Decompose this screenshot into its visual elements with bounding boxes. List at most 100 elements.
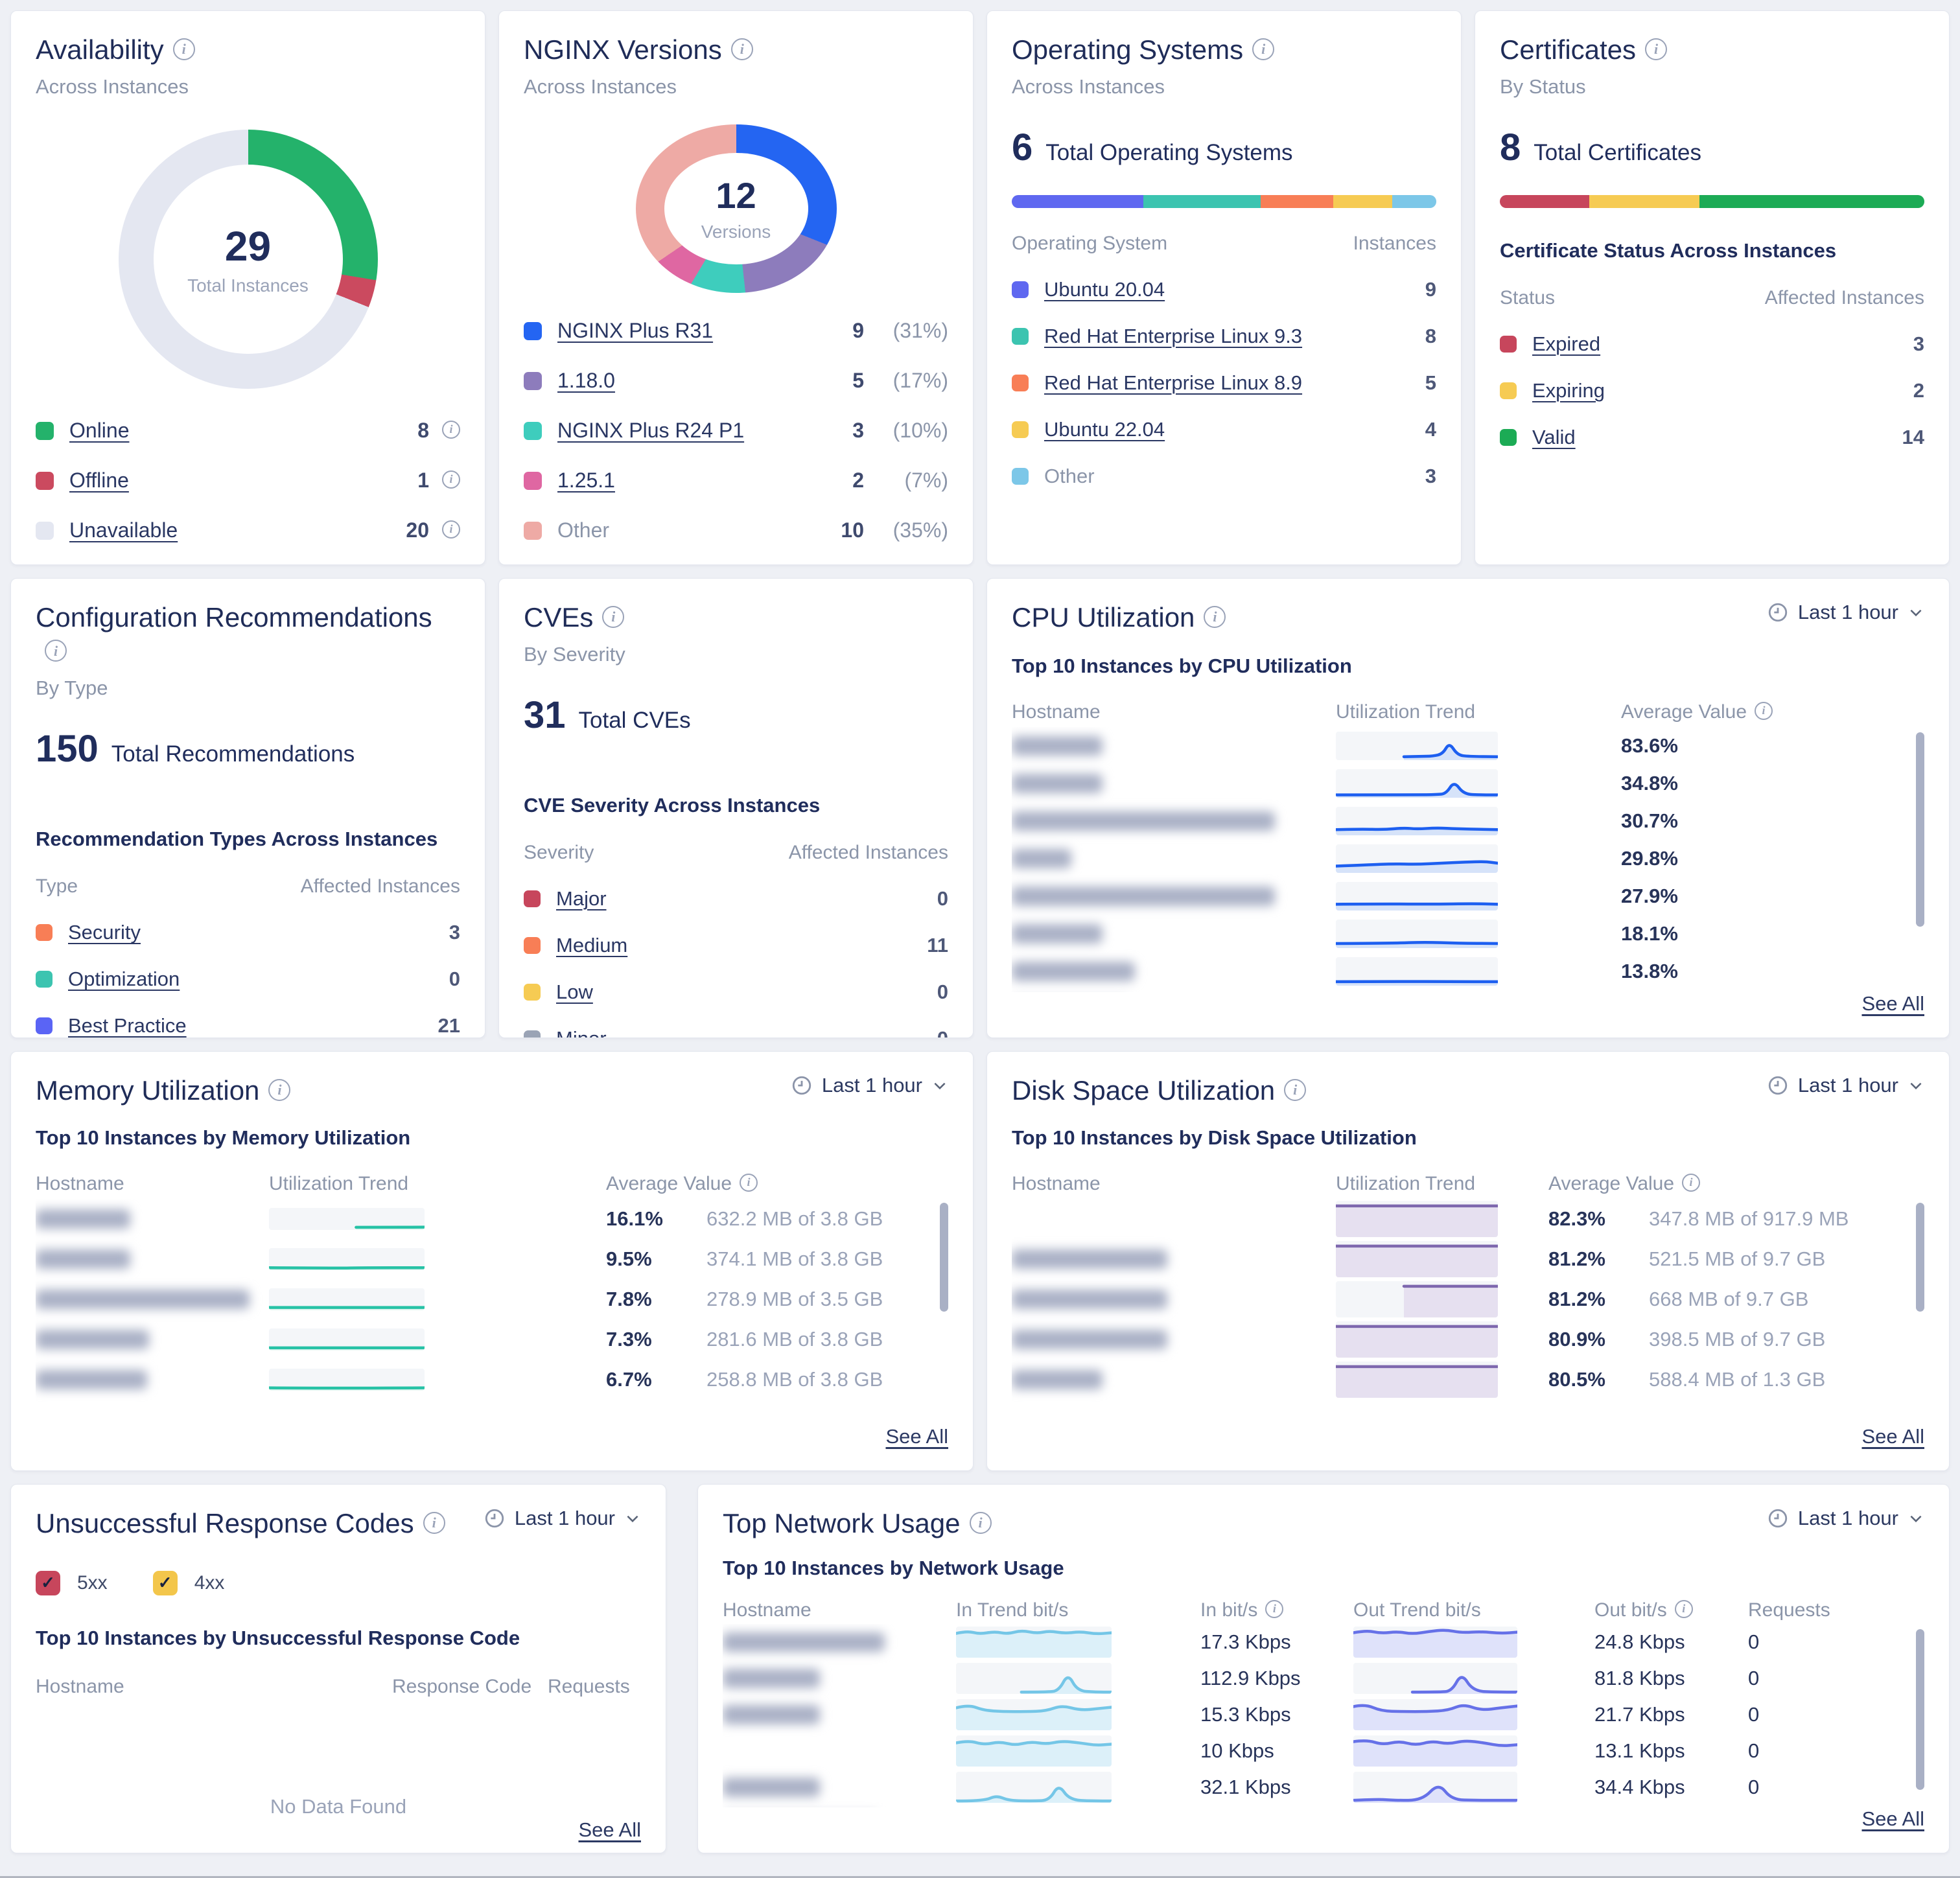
see-all-link[interactable]: See All	[1861, 1425, 1924, 1448]
time-range-dropdown[interactable]: Last 1 hour	[791, 1074, 948, 1097]
row-label[interactable]: Expired	[1532, 332, 1601, 355]
table-row: Expired 3	[1500, 332, 1924, 356]
hostname-link-blurred[interactable]	[723, 1632, 885, 1652]
out-trend-cell	[1353, 1698, 1594, 1730]
table-row: Medium 11	[524, 934, 948, 957]
legend-label[interactable]: Unavailable	[69, 518, 178, 542]
bar-segment	[1260, 194, 1334, 208]
table-row: 80.9% 398.5 MB of 9.7 GB	[1012, 1319, 1924, 1360]
scrollbar[interactable]	[1916, 1629, 1924, 1790]
hostname-link-blurred[interactable]	[723, 1668, 820, 1688]
hostname-link-blurred[interactable]	[1012, 886, 1275, 906]
info-icon[interactable]: i	[740, 1173, 758, 1192]
info-icon[interactable]: i	[602, 605, 625, 628]
info-icon[interactable]: i	[1204, 605, 1226, 628]
legend-label[interactable]: 1.25.1	[557, 469, 615, 492]
info-icon[interactable]: i	[172, 38, 195, 60]
row-label[interactable]: Valid	[1532, 425, 1576, 448]
row-label[interactable]: Major	[556, 887, 607, 910]
info-icon[interactable]: i	[45, 640, 67, 662]
see-all-link[interactable]: See All	[578, 1818, 641, 1841]
hostname-cell	[1012, 1369, 1336, 1389]
filter-checkbox-5xx[interactable]: ✓	[36, 1570, 60, 1595]
time-range-dropdown[interactable]: Last 1 hour	[484, 1507, 641, 1530]
hostname-link-blurred[interactable]	[36, 1369, 147, 1389]
info-icon[interactable]: i	[442, 520, 460, 539]
info-icon[interactable]: i	[442, 420, 460, 439]
hostname-link-blurred[interactable]	[36, 1209, 130, 1229]
scrollbar[interactable]	[940, 1202, 948, 1312]
average-value: 27.9%	[1621, 884, 1678, 907]
hostname-link-blurred[interactable]	[1012, 811, 1275, 831]
row-label[interactable]: Medium	[556, 933, 628, 956]
requests-value: 0	[1748, 1739, 1760, 1762]
utilization-trend-sparkline	[269, 1328, 425, 1351]
hostname-link-blurred[interactable]	[1012, 961, 1135, 981]
legend-label[interactable]: 1.18.0	[557, 369, 615, 392]
row-label[interactable]: Security	[68, 921, 141, 944]
hostname-link-blurred[interactable]	[36, 1249, 130, 1269]
row-label[interactable]: Ubuntu 20.04	[1044, 277, 1165, 301]
hostname-link-blurred[interactable]	[36, 1289, 250, 1309]
time-range-dropdown[interactable]: Last 1 hour	[1767, 601, 1924, 624]
info-icon[interactable]: i	[442, 470, 460, 489]
row-label[interactable]: Expiring	[1532, 378, 1605, 402]
hostname-link-blurred[interactable]	[723, 1777, 820, 1797]
trend-cell	[1336, 844, 1498, 873]
legend-label[interactable]: NGINX Plus R24 P1	[557, 419, 745, 442]
info-icon[interactable]: i	[268, 1078, 291, 1101]
legend-value: 10	[841, 518, 864, 542]
info-icon[interactable]: i	[1682, 1173, 1701, 1192]
row-value: 3	[1425, 464, 1436, 487]
time-range-dropdown[interactable]: Last 1 hour	[1767, 1507, 1924, 1530]
hostname-link-blurred[interactable]	[1012, 1369, 1102, 1389]
info-icon[interactable]: i	[969, 1511, 992, 1534]
table-row: 112.9 Kbps 81.8 Kbps 0	[723, 1660, 1924, 1697]
hostname-link-blurred[interactable]	[1012, 848, 1071, 868]
info-icon[interactable]: i	[1674, 1599, 1693, 1618]
see-all-link[interactable]: See All	[1861, 1807, 1924, 1830]
row-label[interactable]: Best Practice	[68, 1014, 187, 1037]
row-swatch	[1500, 382, 1517, 399]
row-swatch	[1012, 281, 1029, 298]
hostname-link-blurred[interactable]	[1012, 1249, 1167, 1269]
time-range-dropdown[interactable]: Last 1 hour	[1767, 1074, 1924, 1097]
hostname-link-blurred[interactable]	[723, 1704, 820, 1724]
filter-checkbox-4xx[interactable]: ✓	[152, 1570, 178, 1595]
hostname-link-blurred[interactable]	[1012, 773, 1102, 793]
hostname-link-blurred[interactable]	[1012, 923, 1102, 944]
scrollbar[interactable]	[1916, 732, 1924, 927]
hostname-link-blurred[interactable]	[1012, 736, 1102, 756]
legend-label[interactable]: Offline	[69, 469, 129, 492]
legend-label[interactable]: NGINX Plus R31	[557, 319, 714, 342]
info-icon[interactable]: i	[1265, 1599, 1284, 1618]
row-label[interactable]: Low	[556, 980, 593, 1003]
in-bits-value: 112.9 Kbps	[1200, 1666, 1301, 1689]
clock-icon	[1768, 1076, 1788, 1095]
trend-cell	[1336, 881, 1498, 910]
hostname-link-blurred[interactable]	[1012, 1329, 1167, 1349]
row-swatch	[1012, 421, 1029, 438]
row-label[interactable]: Red Hat Enterprise Linux 9.3	[1044, 324, 1303, 347]
see-all-link[interactable]: See All	[885, 1425, 948, 1448]
info-icon[interactable]: i	[1284, 1078, 1307, 1101]
trend-cell	[269, 1247, 425, 1270]
hostname-link-blurred[interactable]	[1012, 1289, 1167, 1309]
row-label[interactable]: Ubuntu 22.04	[1044, 417, 1165, 441]
out-bits-value: 13.1 Kbps	[1594, 1739, 1685, 1762]
see-all-link[interactable]: See All	[1861, 992, 1924, 1015]
hostname-link-blurred[interactable]	[36, 1329, 149, 1349]
legend-label[interactable]: Online	[69, 419, 130, 442]
info-icon[interactable]: i	[1645, 38, 1668, 60]
info-icon[interactable]: i	[423, 1511, 445, 1534]
info-icon[interactable]: i	[1252, 38, 1275, 60]
scrollbar[interactable]	[1916, 1202, 1924, 1312]
row-label[interactable]: Red Hat Enterprise Linux 8.9	[1044, 371, 1303, 394]
average-value-cell: 6.7% 258.8 MB of 3.8 GB	[425, 1368, 948, 1391]
row-value: 5	[1425, 371, 1436, 394]
row-label[interactable]: Minor	[556, 1026, 607, 1038]
row-label[interactable]: Optimization	[68, 968, 180, 990]
table-row: 7.8% 278.9 MB of 3.5 GB	[36, 1279, 948, 1319]
info-icon[interactable]: i	[1755, 701, 1773, 720]
info-icon[interactable]: i	[730, 38, 753, 60]
